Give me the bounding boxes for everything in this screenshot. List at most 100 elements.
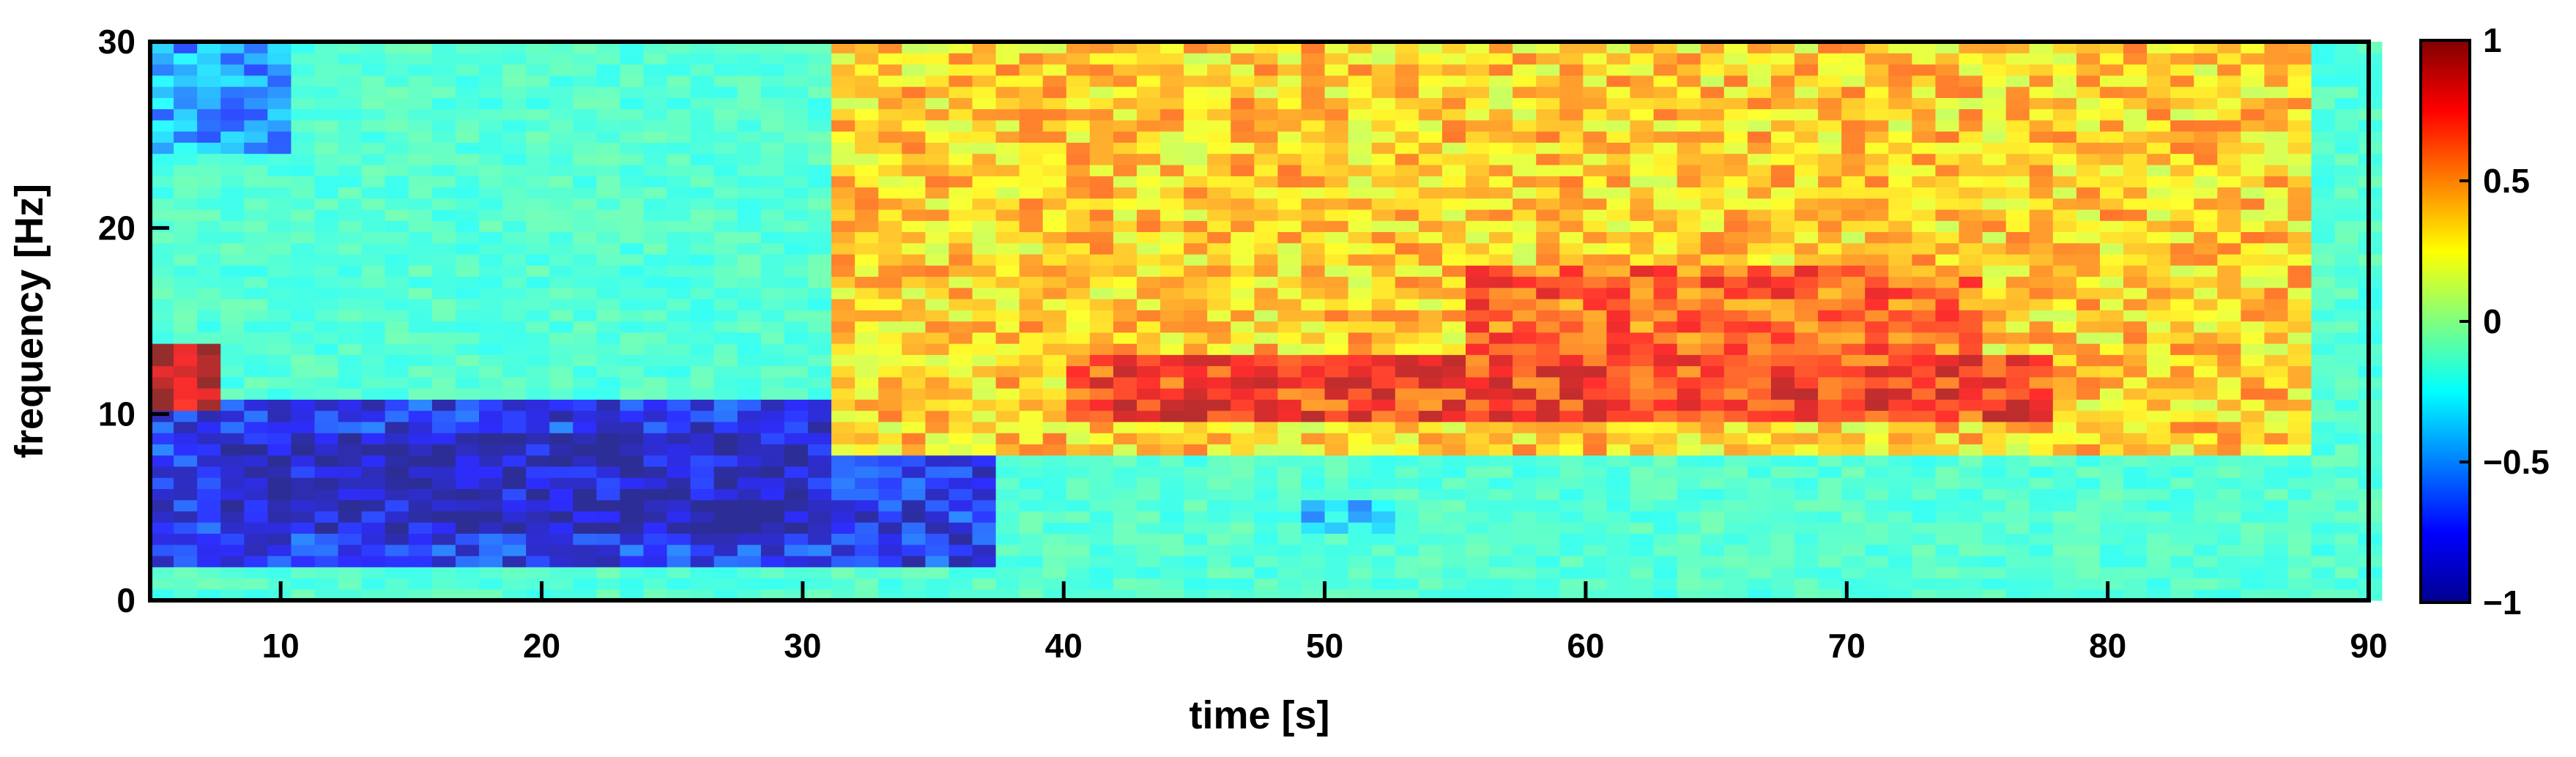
heatmap-cell: [455, 220, 480, 233]
heatmap-cell: [784, 86, 809, 98]
heatmap-cell: [831, 242, 855, 255]
heatmap-cell: [1137, 108, 1161, 121]
heatmap-cell: [408, 153, 433, 165]
heatmap-cell: [1089, 53, 1114, 65]
heatmap-cell: [1912, 97, 1937, 110]
heatmap-cell: [949, 433, 973, 444]
heatmap-cell: [1723, 410, 1748, 422]
heatmap-cell: [1512, 42, 1537, 53]
heatmap-cell: [2311, 231, 2336, 244]
heatmap-cell: [878, 410, 902, 422]
heatmap-cell: [1630, 220, 1655, 233]
heatmap-cell: [573, 187, 597, 199]
heatmap-cell: [784, 64, 809, 76]
heatmap-cell: [2264, 276, 2289, 288]
heatmap-cell: [808, 343, 832, 355]
heatmap-cell: [1865, 522, 1889, 534]
y-tick-label: 20: [98, 209, 136, 247]
heatmap-cell: [1583, 544, 1608, 556]
heatmap-cell: [1207, 433, 1231, 444]
heatmap-cell: [244, 567, 268, 579]
heatmap-cell: [197, 276, 221, 288]
heatmap-cell: [2170, 533, 2194, 545]
heatmap-cell: [431, 64, 456, 76]
heatmap-cell: [972, 231, 997, 244]
heatmap-cell: [1348, 399, 1373, 411]
heatmap-cell: [1207, 455, 1231, 467]
heatmap-cell: [361, 220, 386, 233]
heatmap-cell: [2052, 310, 2077, 322]
heatmap-cell: [784, 365, 809, 378]
heatmap-cell: [925, 321, 950, 333]
heatmap-cell: [620, 242, 645, 255]
heatmap-cell: [737, 287, 762, 299]
heatmap-cell: [267, 388, 292, 400]
heatmap-cell: [150, 343, 174, 355]
heatmap-cell: [1277, 488, 1302, 501]
heatmap-cell: [1137, 510, 1161, 523]
heatmap-cell: [1888, 265, 1912, 277]
heatmap-cell: [573, 578, 597, 590]
heatmap-cell: [1841, 276, 1866, 288]
heatmap-cell: [2241, 108, 2265, 121]
heatmap-cell: [1418, 477, 1443, 489]
heatmap-cell: [925, 176, 950, 187]
heatmap-cell: [385, 242, 409, 255]
heatmap-cell: [455, 466, 480, 478]
heatmap-cell: [1089, 544, 1114, 556]
heatmap-cell: [949, 410, 973, 422]
heatmap-cell: [2029, 332, 2054, 344]
heatmap-cell: [831, 343, 855, 355]
heatmap-cell: [808, 388, 832, 400]
heatmap-cell: [2029, 119, 2054, 132]
heatmap-cell: [385, 555, 409, 567]
heatmap-cell: [291, 332, 316, 344]
heatmap-cell: [925, 332, 950, 344]
heatmap-cell: [1794, 578, 1819, 590]
heatmap-cell: [667, 555, 691, 567]
heatmap-cell: [1066, 488, 1091, 501]
heatmap-cell: [1747, 455, 1772, 467]
heatmap-cell: [2241, 499, 2265, 512]
heatmap-cell: [737, 153, 762, 165]
heatmap-cell: [1959, 97, 1983, 110]
heatmap-cell: [314, 86, 339, 98]
heatmap-cell: [1066, 287, 1091, 299]
heatmap-cell: [1066, 332, 1091, 344]
heatmap-cell: [2241, 119, 2265, 132]
heatmap-cell: [2311, 421, 2336, 433]
heatmap-cell: [526, 108, 550, 121]
heatmap-cell: [1184, 589, 1208, 601]
heatmap-cell: [1137, 332, 1161, 344]
heatmap-cell: [526, 142, 550, 154]
heatmap-cell: [1113, 164, 1137, 176]
heatmap-cell: [2311, 522, 2336, 534]
heatmap-cell: [1770, 410, 1795, 422]
heatmap-cell: [1254, 164, 1279, 176]
heatmap-cell: [667, 410, 691, 422]
heatmap-cell: [2147, 589, 2171, 601]
heatmap-cell: [760, 433, 785, 444]
heatmap-cell: [1747, 410, 1772, 422]
heatmap-cell: [855, 388, 879, 400]
heatmap-cell: [831, 97, 855, 110]
heatmap-cell: [1489, 376, 1513, 389]
heatmap-cell: [1700, 589, 1725, 601]
heatmap-cell: [1441, 421, 1466, 433]
heatmap-cell: [1559, 510, 1584, 523]
heatmap-cell: [713, 119, 738, 132]
heatmap-cell: [385, 187, 409, 199]
heatmap-cell: [2241, 388, 2265, 400]
heatmap-cell: [1113, 321, 1137, 333]
heatmap-cell: [1583, 198, 1608, 210]
heatmap-cell: [1184, 287, 1208, 299]
heatmap-cell: [1747, 567, 1772, 579]
heatmap-cell: [1794, 533, 1819, 545]
heatmap-cell: [1207, 276, 1231, 288]
heatmap-cell: [1677, 209, 1701, 221]
heatmap-cell: [1254, 365, 1279, 378]
heatmap-cell: [338, 142, 363, 154]
heatmap-cell: [1865, 53, 1889, 65]
heatmap-cell: [1066, 321, 1091, 333]
heatmap-cell: [1935, 510, 1960, 523]
